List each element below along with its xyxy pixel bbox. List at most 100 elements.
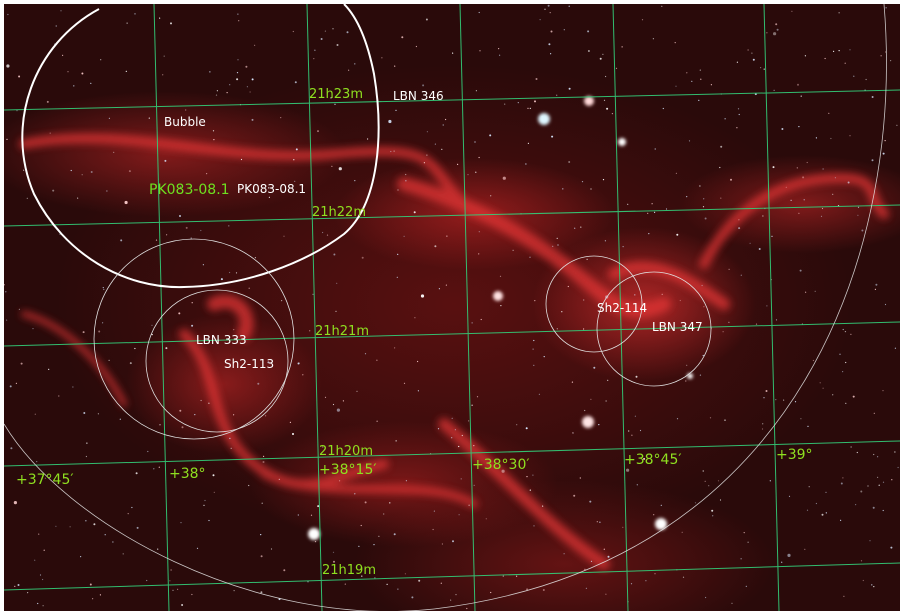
star bbox=[711, 509, 714, 512]
star bbox=[593, 366, 596, 369]
star bbox=[20, 362, 23, 365]
star bbox=[875, 283, 878, 286]
star bbox=[653, 514, 655, 516]
star bbox=[719, 166, 721, 169]
star bbox=[599, 57, 602, 60]
star bbox=[856, 451, 858, 454]
star bbox=[204, 499, 206, 502]
star bbox=[468, 420, 470, 422]
star bbox=[821, 207, 824, 210]
star bbox=[434, 143, 436, 145]
star bbox=[860, 560, 863, 562]
star bbox=[367, 138, 369, 140]
star bbox=[236, 78, 239, 81]
star bbox=[699, 185, 701, 187]
star bbox=[583, 328, 585, 330]
star bbox=[179, 215, 181, 217]
star bbox=[490, 591, 492, 594]
star bbox=[425, 18, 428, 21]
bright-star bbox=[308, 528, 320, 540]
star bbox=[736, 61, 739, 63]
star bbox=[890, 546, 893, 549]
star bbox=[798, 212, 800, 214]
star bbox=[411, 596, 414, 599]
star bbox=[332, 403, 335, 406]
star bbox=[213, 491, 215, 493]
star bbox=[48, 368, 50, 370]
star bbox=[636, 484, 638, 486]
star bbox=[717, 480, 720, 482]
star bbox=[397, 588, 399, 590]
star bbox=[643, 457, 646, 460]
star bbox=[568, 5, 570, 7]
star bbox=[16, 110, 18, 112]
ra-line bbox=[4, 562, 900, 591]
star bbox=[397, 189, 399, 191]
star bbox=[146, 579, 148, 582]
star bbox=[374, 577, 376, 579]
star bbox=[556, 94, 558, 96]
star bbox=[502, 575, 504, 577]
star bbox=[13, 501, 17, 505]
star bbox=[129, 362, 132, 365]
star bbox=[389, 502, 391, 504]
star bbox=[294, 81, 297, 84]
star bbox=[745, 585, 747, 588]
star bbox=[862, 579, 864, 582]
star bbox=[254, 44, 256, 46]
star bbox=[233, 329, 235, 331]
star bbox=[191, 302, 193, 304]
star bbox=[794, 401, 797, 403]
bright-star bbox=[538, 113, 550, 125]
star bbox=[504, 103, 506, 105]
label-pk-white: PK083-08.1 bbox=[237, 182, 306, 196]
star bbox=[6, 319, 8, 321]
star bbox=[526, 588, 529, 591]
star bbox=[740, 274, 742, 276]
star bbox=[590, 398, 592, 400]
star bbox=[312, 293, 314, 295]
star bbox=[605, 593, 607, 595]
star bbox=[55, 525, 57, 527]
star bbox=[589, 500, 592, 503]
star bbox=[422, 84, 425, 87]
star bbox=[134, 347, 136, 350]
dec-line bbox=[612, 4, 629, 611]
star bbox=[894, 451, 896, 453]
star bbox=[694, 502, 697, 504]
star bbox=[489, 134, 492, 137]
star bbox=[806, 161, 808, 164]
star bbox=[860, 490, 863, 493]
star bbox=[473, 484, 475, 486]
star bbox=[233, 414, 235, 416]
dec-label-38: +38° bbox=[169, 466, 206, 482]
star bbox=[882, 390, 884, 392]
star bbox=[676, 233, 679, 236]
star bbox=[220, 278, 223, 281]
star bbox=[344, 583, 346, 585]
star bbox=[800, 418, 802, 420]
star bbox=[335, 310, 337, 312]
star bbox=[533, 339, 535, 342]
star bbox=[437, 428, 440, 430]
star bbox=[787, 553, 791, 558]
star bbox=[557, 244, 559, 246]
star bbox=[580, 226, 582, 228]
star bbox=[814, 290, 816, 292]
star bbox=[390, 150, 392, 153]
star bbox=[245, 65, 248, 68]
star bbox=[539, 19, 541, 21]
star bbox=[93, 523, 96, 526]
star bbox=[338, 167, 342, 171]
star bbox=[478, 11, 480, 14]
star bbox=[740, 558, 742, 560]
star bbox=[760, 67, 762, 69]
star bbox=[475, 90, 477, 92]
star bbox=[170, 569, 172, 571]
star bbox=[532, 348, 534, 350]
star bbox=[880, 55, 882, 57]
star bbox=[438, 288, 440, 290]
star bbox=[781, 128, 784, 130]
large-boundary-arc bbox=[4, 4, 887, 611]
star bbox=[23, 169, 25, 171]
